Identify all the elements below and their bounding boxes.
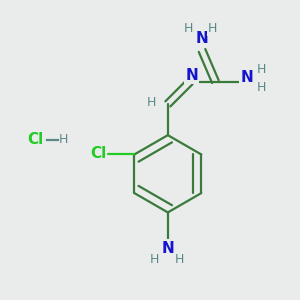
Text: Cl: Cl <box>27 132 44 147</box>
Text: H: H <box>150 253 159 266</box>
Text: H: H <box>58 133 68 146</box>
Text: H: H <box>257 81 266 94</box>
Text: N: N <box>196 31 208 46</box>
Text: H: H <box>175 253 184 266</box>
Text: N: N <box>240 70 253 85</box>
Text: H: H <box>208 22 217 34</box>
Text: Cl: Cl <box>90 146 106 161</box>
Text: H: H <box>184 22 193 34</box>
Text: H: H <box>147 96 156 109</box>
Text: N: N <box>161 241 174 256</box>
Text: H: H <box>257 63 266 76</box>
Text: N: N <box>185 68 198 83</box>
